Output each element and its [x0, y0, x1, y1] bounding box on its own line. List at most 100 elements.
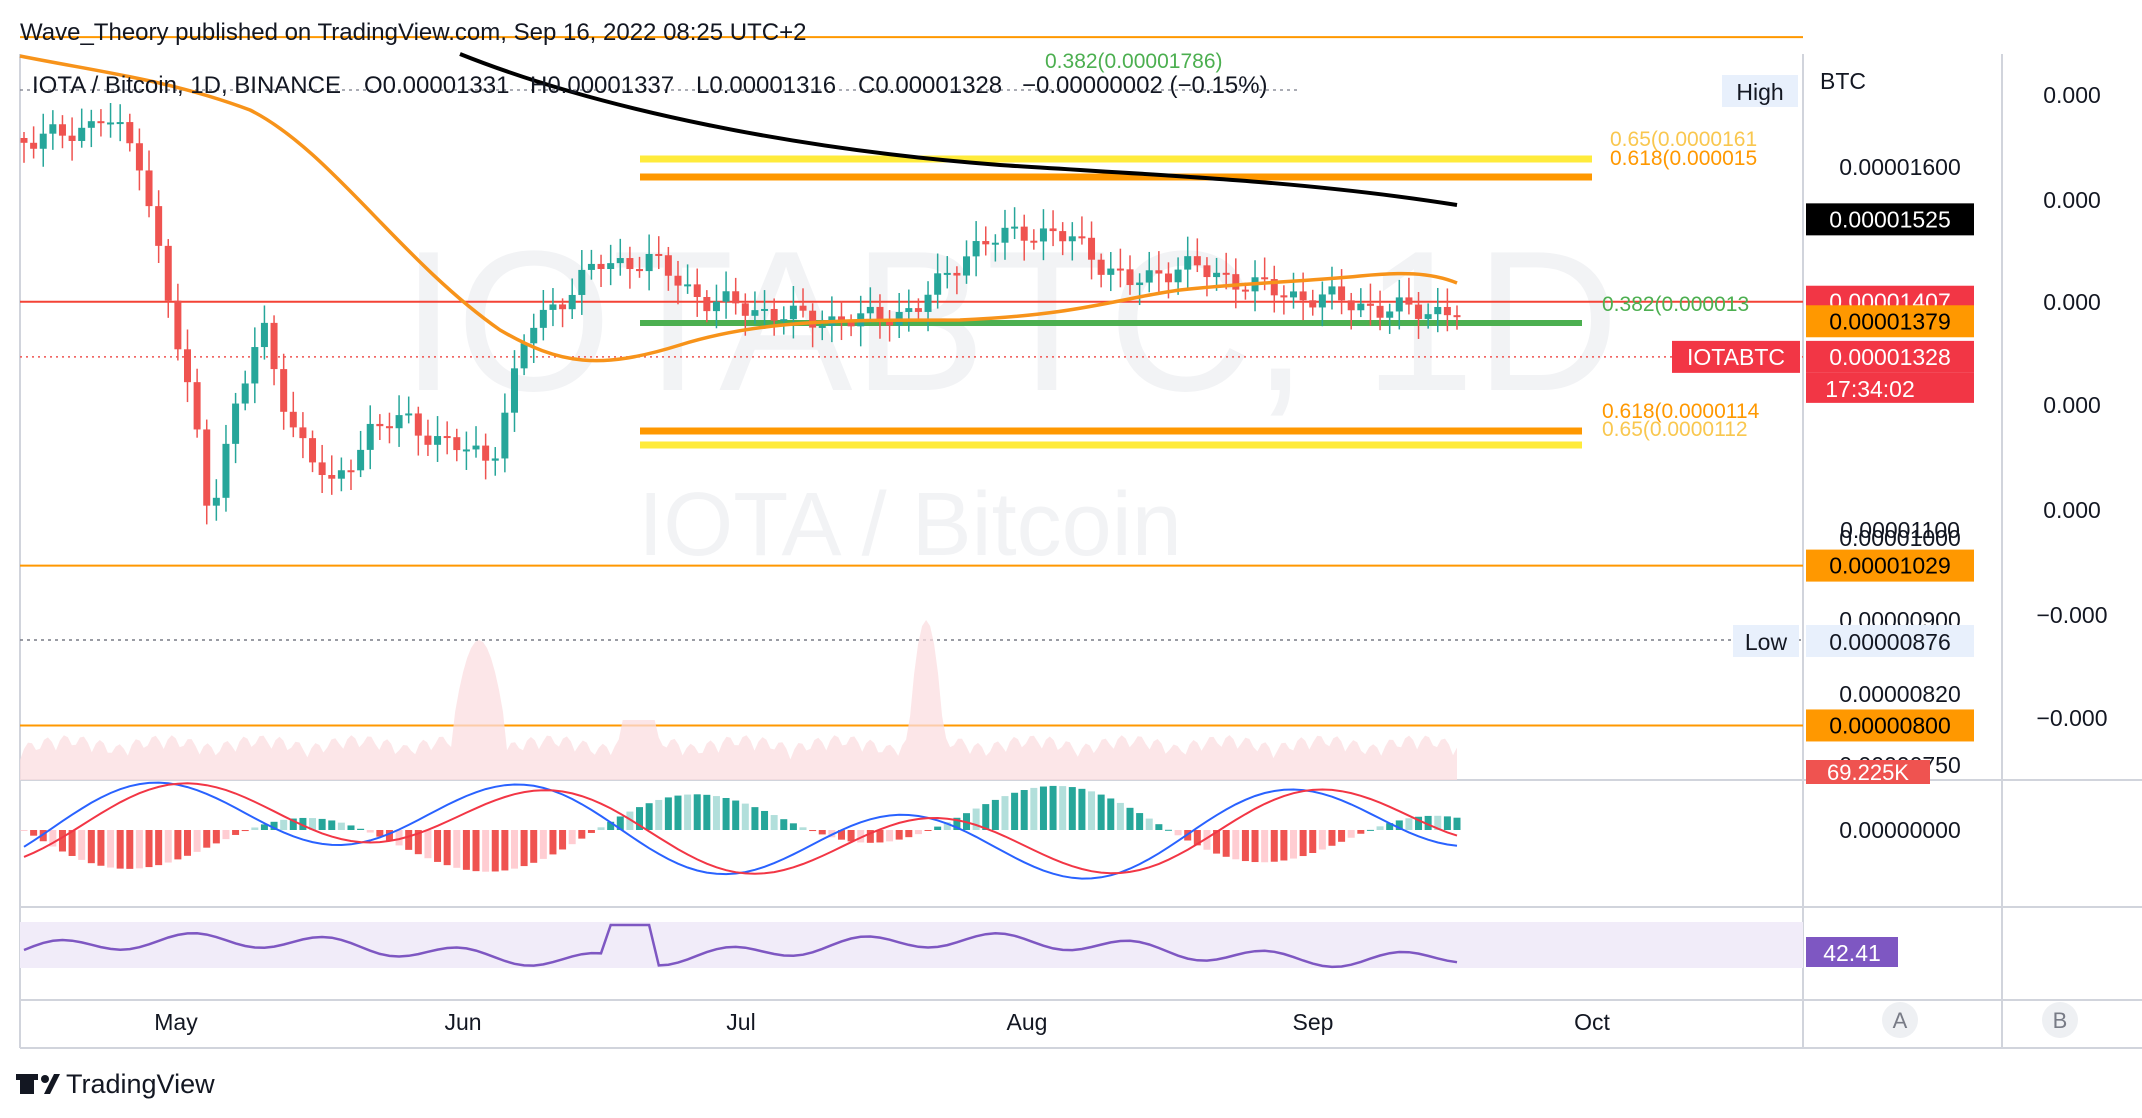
candle[interactable] [1001, 209, 1009, 260]
scale-button-b[interactable] [2042, 1002, 2078, 1038]
candle[interactable] [501, 393, 509, 473]
candle[interactable] [597, 254, 605, 288]
candle[interactable] [472, 426, 480, 458]
candle[interactable] [1097, 253, 1105, 288]
candle[interactable] [251, 327, 259, 404]
candle[interactable] [174, 283, 182, 361]
candle[interactable] [126, 113, 134, 152]
candle[interactable] [164, 239, 172, 318]
candle[interactable] [1347, 292, 1355, 330]
candle[interactable] [818, 310, 826, 341]
candle[interactable] [770, 298, 778, 336]
candle[interactable] [107, 102, 115, 138]
candle[interactable] [1290, 272, 1298, 309]
candle[interactable] [1039, 209, 1047, 261]
candle[interactable] [876, 294, 884, 339]
candle[interactable] [87, 109, 95, 148]
candle[interactable] [905, 289, 913, 332]
candle[interactable] [655, 236, 663, 270]
candle[interactable] [943, 256, 951, 289]
candle[interactable] [299, 412, 307, 459]
candle[interactable] [58, 115, 66, 149]
candle[interactable] [347, 459, 355, 490]
candle[interactable] [953, 266, 961, 295]
candle[interactable] [155, 190, 163, 264]
candle[interactable] [453, 428, 461, 462]
price-badge[interactable]: 0.00000800 [1806, 709, 1974, 742]
candle[interactable] [357, 430, 365, 478]
legend-symbol[interactable]: IOTA / Bitcoin, 1D, BINANCE [32, 72, 341, 99]
candle[interactable] [193, 368, 201, 438]
candle[interactable] [376, 414, 384, 441]
candle[interactable] [68, 117, 76, 161]
candle[interactable] [510, 350, 518, 432]
candle[interactable] [1386, 303, 1394, 334]
candle[interactable] [1366, 283, 1374, 326]
candle[interactable] [1136, 273, 1144, 306]
candle[interactable] [645, 234, 653, 291]
candle[interactable] [1270, 265, 1278, 313]
candle[interactable] [924, 281, 932, 332]
candle[interactable] [1059, 222, 1067, 256]
candle[interactable] [539, 289, 547, 341]
candle[interactable] [1011, 207, 1019, 240]
candle[interactable] [289, 391, 297, 438]
candle[interactable] [1107, 252, 1115, 292]
scale-button-a[interactable] [1882, 1002, 1918, 1038]
candle[interactable] [203, 419, 211, 525]
candle[interactable] [616, 238, 624, 276]
candle[interactable] [963, 240, 971, 284]
candle[interactable] [703, 290, 711, 323]
candle[interactable] [732, 277, 740, 315]
candle[interactable] [578, 250, 586, 315]
candle[interactable] [443, 421, 451, 455]
candle[interactable] [232, 392, 240, 464]
candle[interactable] [568, 278, 576, 319]
candle[interactable] [135, 128, 143, 191]
candle[interactable] [1068, 222, 1076, 261]
candle[interactable] [607, 244, 615, 286]
candle[interactable] [972, 221, 980, 277]
candle[interactable] [424, 419, 432, 456]
candle[interactable] [328, 455, 336, 495]
candle[interactable] [434, 416, 442, 462]
candle[interactable] [751, 291, 759, 325]
candle[interactable] [693, 268, 701, 317]
candle[interactable] [405, 396, 413, 424]
candle[interactable] [97, 109, 105, 137]
time-axis[interactable]: May Jun Jul Aug Sep Oct [154, 1009, 1610, 1035]
candle[interactable] [982, 226, 990, 256]
candle[interactable] [1145, 251, 1153, 293]
candle[interactable] [1309, 289, 1317, 316]
candle[interactable] [722, 271, 730, 319]
price-badge[interactable]: 0.00001379 [1806, 305, 1974, 338]
candle[interactable] [530, 313, 538, 364]
candle[interactable] [337, 457, 345, 492]
candle[interactable] [222, 424, 230, 512]
candle[interactable] [712, 284, 720, 329]
candle[interactable] [395, 395, 403, 447]
candle[interactable] [1434, 287, 1442, 333]
candle[interactable] [809, 303, 817, 348]
candle[interactable] [684, 264, 692, 294]
candle[interactable] [414, 406, 422, 456]
candle[interactable] [30, 126, 38, 159]
candle[interactable] [385, 412, 393, 444]
candle[interactable] [914, 298, 922, 319]
candle[interactable] [549, 288, 557, 327]
candle[interactable] [116, 104, 124, 142]
candle[interactable] [491, 447, 499, 476]
candle[interactable] [462, 431, 470, 470]
candle[interactable] [1193, 238, 1201, 273]
candle[interactable] [1088, 221, 1096, 280]
candle[interactable] [39, 113, 47, 167]
candle[interactable] [1030, 229, 1038, 250]
candle[interactable] [664, 246, 672, 291]
candle[interactable] [1318, 281, 1326, 327]
candle[interactable] [636, 256, 644, 278]
candle[interactable] [1357, 288, 1365, 318]
candle[interactable] [934, 253, 942, 309]
candle[interactable] [587, 249, 595, 280]
candle[interactable] [1126, 255, 1134, 295]
